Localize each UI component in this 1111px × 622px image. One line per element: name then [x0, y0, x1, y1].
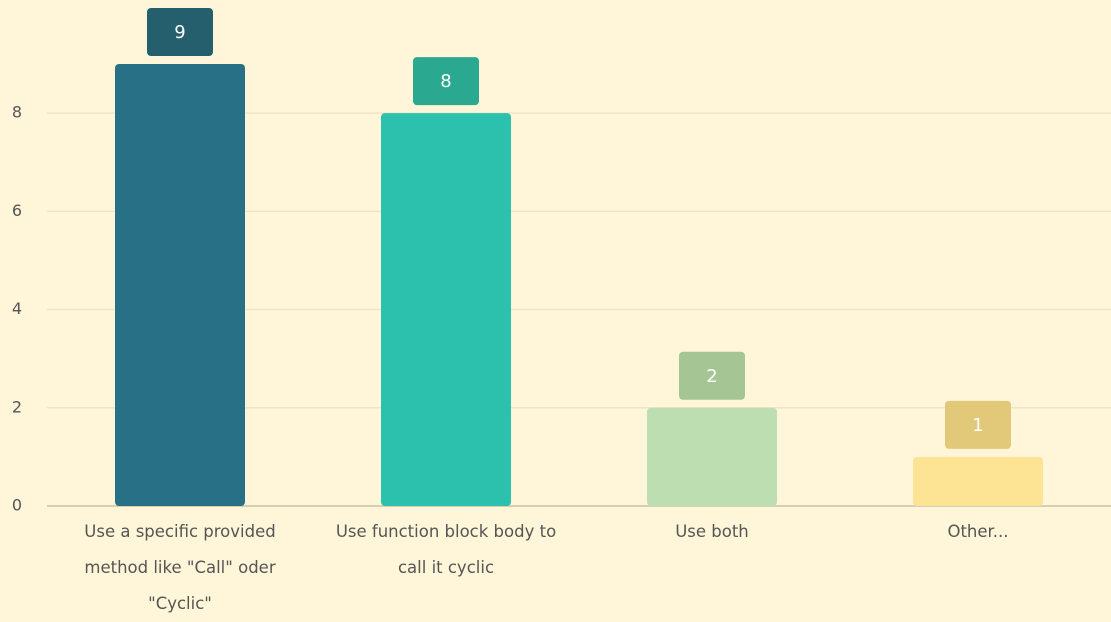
value-label: 1 [972, 415, 983, 436]
y-tick-label: 6 [12, 201, 22, 220]
x-tick-label: Use both [675, 522, 749, 541]
y-tick-label: 8 [12, 103, 22, 122]
bar [647, 407, 777, 506]
value-label-box [413, 57, 479, 106]
y-tick-label: 0 [12, 496, 22, 515]
value-label: 9 [174, 22, 185, 43]
bar [115, 64, 245, 506]
value-label-box [679, 351, 745, 400]
y-tick-label: 2 [12, 397, 22, 416]
x-tick-label: Other... [947, 522, 1009, 541]
y-tick-label: 4 [12, 299, 22, 318]
value-label-box [147, 8, 213, 56]
x-tick-label: Use function block body to call it cycli… [335, 522, 557, 577]
value-label: 8 [440, 71, 451, 92]
value-label-box [945, 400, 1011, 449]
bar [913, 456, 1043, 506]
value-label: 2 [706, 366, 717, 387]
bar [381, 113, 511, 506]
x-tick-label: Use a specific provided method like "Cal… [84, 522, 276, 613]
